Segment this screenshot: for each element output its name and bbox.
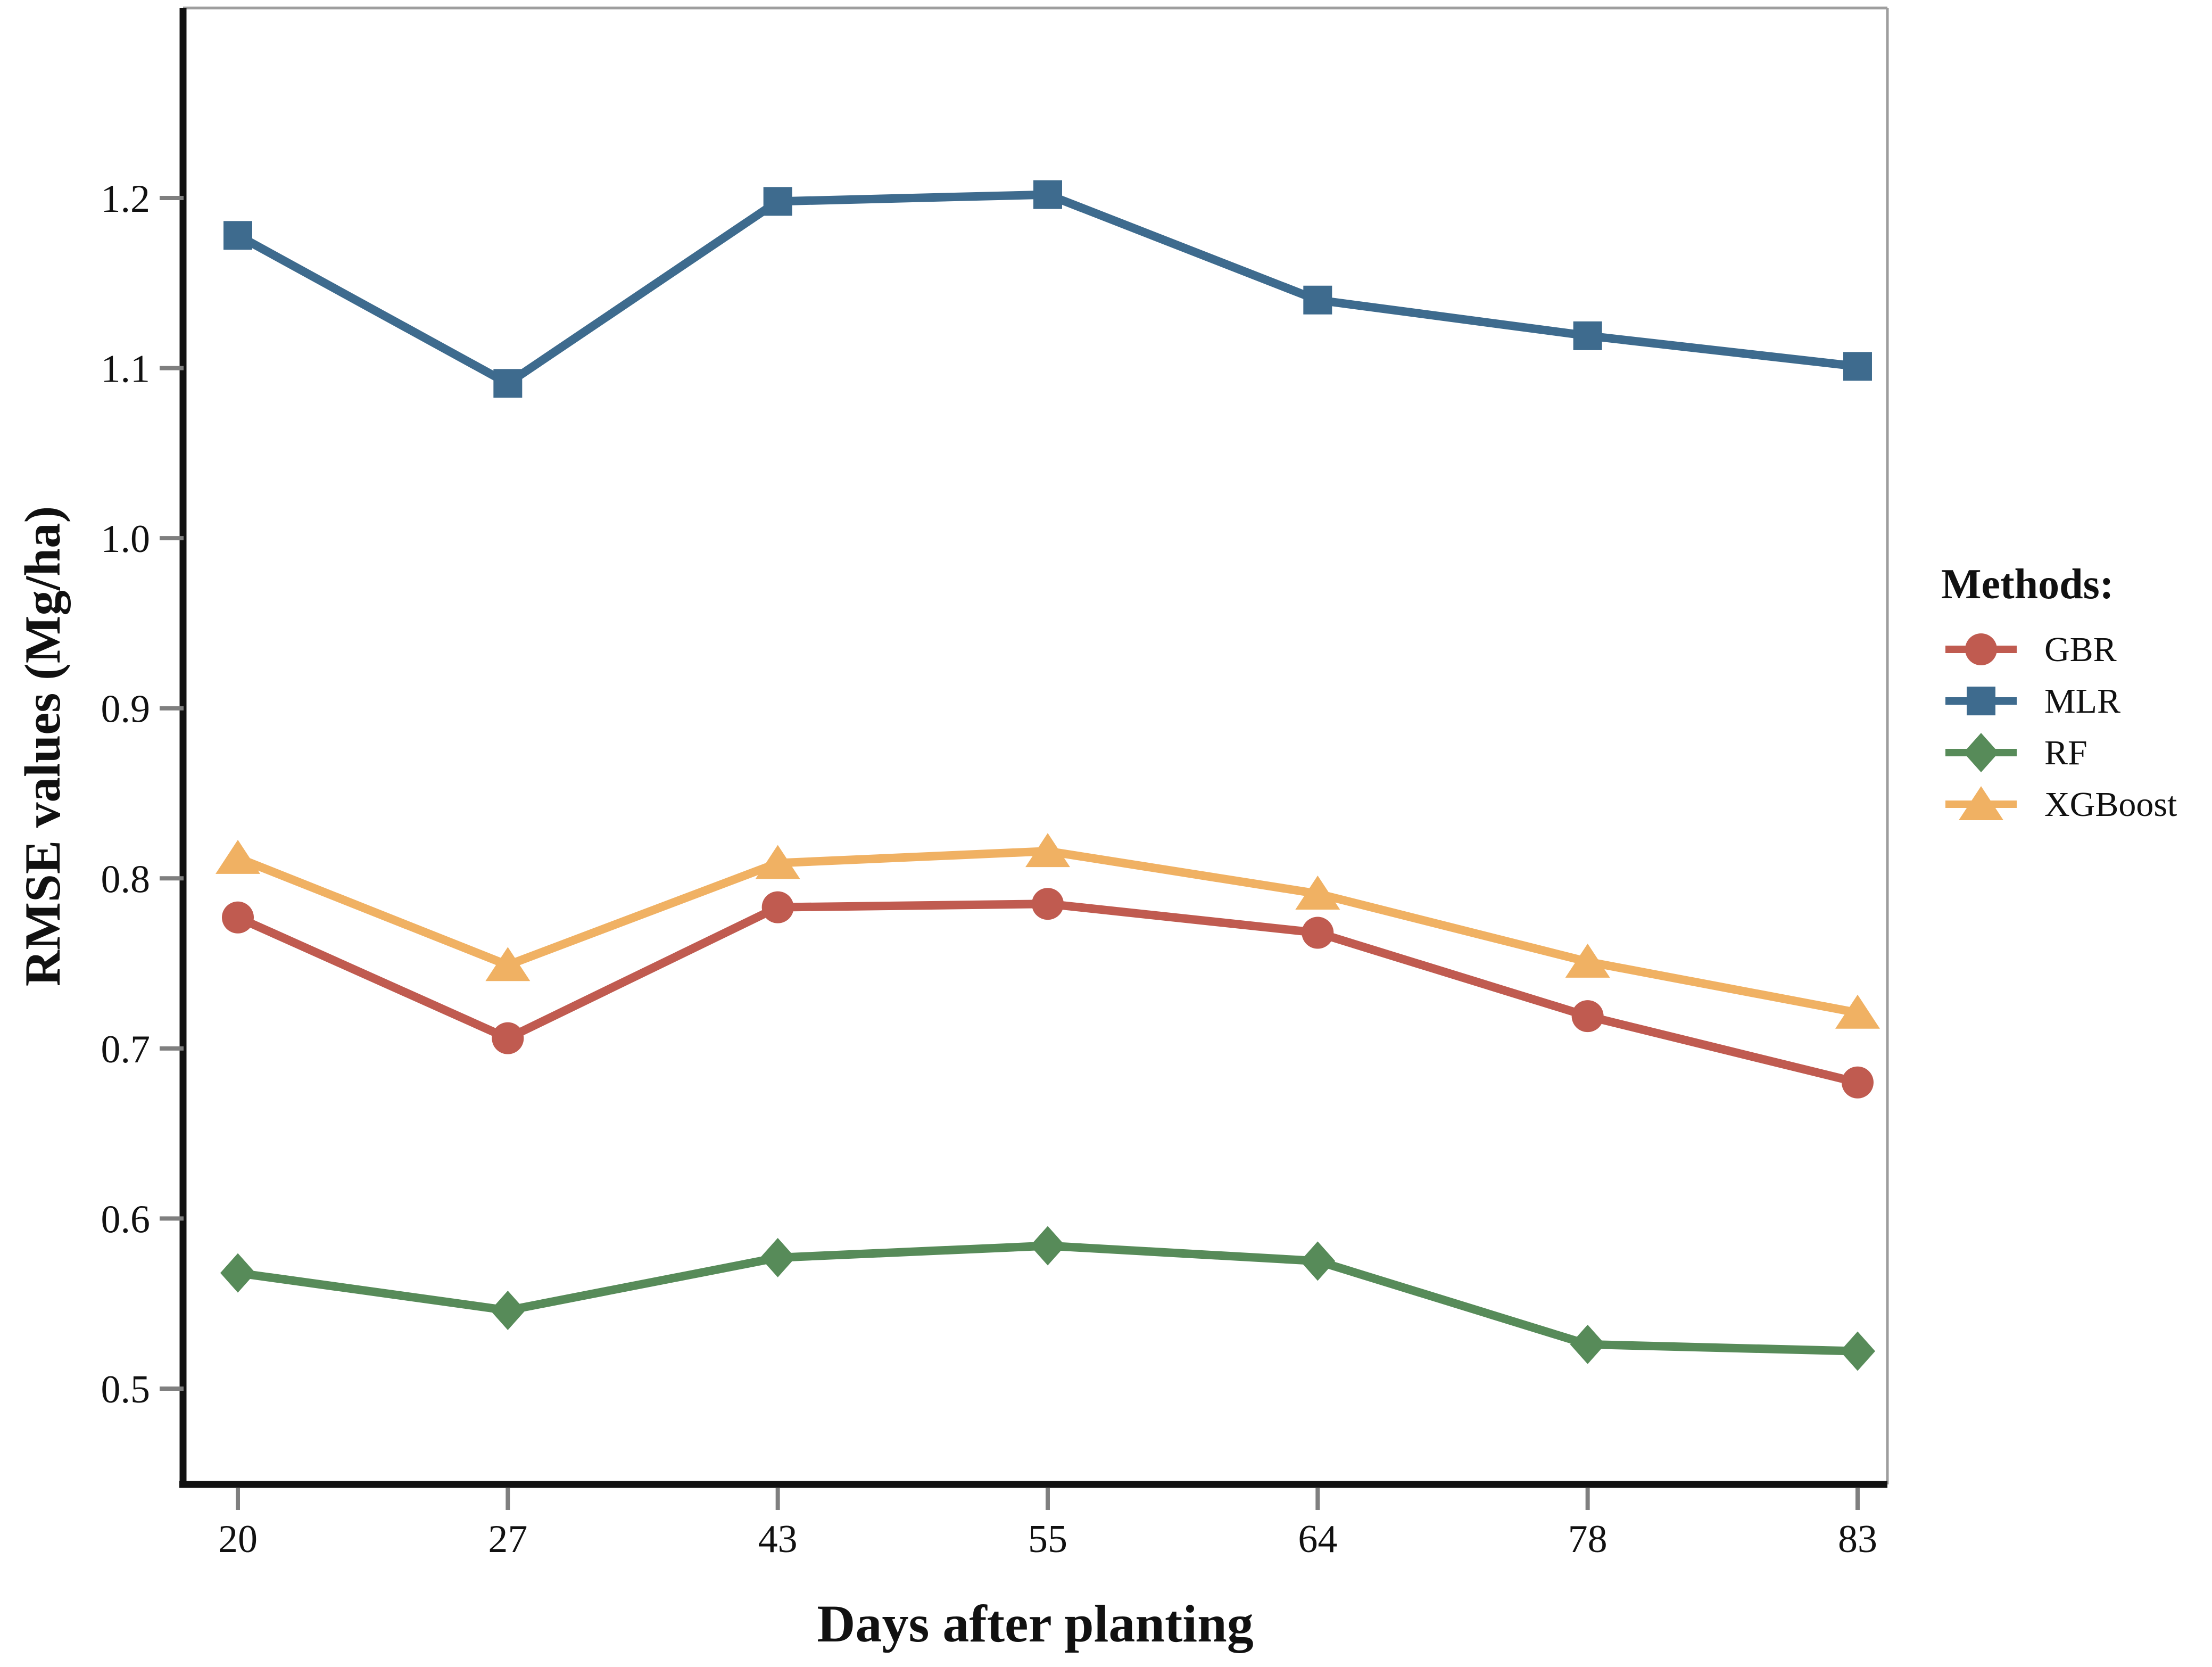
data-point-RF-55 (1030, 1226, 1065, 1266)
data-point-XGBoost-55 (1025, 833, 1070, 868)
data-point-GBR-64 (1302, 917, 1334, 949)
legend-marker-circle-icon (1945, 633, 2017, 665)
y-tick-label: 1.2 (101, 177, 151, 221)
y-tick-label: 0.7 (101, 1028, 151, 1071)
y-tick-label: 0.5 (101, 1368, 151, 1412)
legend-marker-square-icon (1945, 687, 2017, 715)
x-tick-label: 64 (1298, 1517, 1337, 1561)
data-point-GBR-27 (492, 1022, 524, 1054)
x-tick-label: 20 (218, 1517, 258, 1561)
legend-marker-shape (1967, 687, 1995, 715)
data-point-XGBoost-83 (1835, 994, 1880, 1029)
data-point-XGBoost-64 (1295, 876, 1340, 910)
data-point-XGBoost-43 (755, 845, 800, 879)
x-tick-label: 78 (1568, 1517, 1608, 1561)
x-tick-label: 43 (758, 1517, 798, 1561)
x-tick-label: 55 (1028, 1517, 1067, 1561)
legend-marker-diamond-icon (1945, 733, 2017, 772)
legend: Methods: GBR MLR RF XGBoost (1941, 560, 2207, 830)
series-line-XGBoost (236, 847, 1859, 1017)
legend-marker-triangle-icon (1945, 786, 2017, 820)
data-point-MLR-55 (1033, 180, 1062, 209)
data-point-MLR-78 (1573, 321, 1602, 350)
y-tick-label: 0.8 (101, 857, 151, 901)
y-axis-title: RMSE values (Mg/ha) (14, 506, 71, 987)
data-point-GBR-20 (222, 901, 254, 934)
data-point-RF-43 (760, 1237, 796, 1277)
data-point-RF-83 (1840, 1331, 1875, 1371)
legend-item-MLR: MLR (1941, 675, 2207, 727)
data-point-XGBoost-78 (1565, 943, 1610, 978)
data-point-RF-20 (220, 1253, 255, 1293)
data-point-GBR-43 (761, 891, 794, 923)
y-tick-label: 0.6 (101, 1198, 151, 1241)
series-line-GBR (236, 899, 1859, 1087)
legend-item-XGBoost: XGBoost (1941, 779, 2207, 830)
data-point-MLR-64 (1303, 285, 1332, 315)
legend-label: GBR (2044, 630, 2117, 669)
legend-marker-shape (1964, 733, 1999, 772)
y-tick-label: 1.1 (101, 348, 151, 391)
legend-label: RF (2044, 733, 2087, 772)
y-tick-label: 1.0 (101, 517, 151, 561)
data-point-XGBoost-20 (216, 839, 260, 874)
data-point-RF-64 (1300, 1241, 1336, 1281)
data-point-MLR-20 (223, 221, 252, 250)
x-axis-title: Days after planting (817, 1594, 1253, 1653)
series-line-MLR (236, 190, 1858, 389)
legend-item-GBR: GBR (1941, 624, 2207, 675)
data-point-MLR-83 (1843, 352, 1872, 381)
legend-item-RF: RF (1941, 727, 2207, 779)
data-point-RF-27 (490, 1290, 526, 1330)
legend-items: GBR MLR RF XGBoost (1941, 624, 2207, 830)
data-point-GBR-55 (1031, 888, 1064, 920)
data-point-XGBoost-27 (485, 947, 531, 981)
data-point-RF-78 (1570, 1324, 1605, 1364)
data-point-MLR-43 (763, 187, 792, 216)
y-tick-label: 0.9 (101, 688, 151, 731)
legend-label: MLR (2044, 681, 2121, 721)
legend-title: Methods: (1941, 561, 2114, 608)
data-point-GBR-83 (1841, 1066, 1874, 1099)
x-tick-label: 83 (1838, 1517, 1877, 1561)
legend-marker-shape (1965, 633, 1997, 665)
legend-marker-shape (1959, 786, 2003, 820)
x-tick-label: 27 (488, 1517, 527, 1561)
data-point-MLR-27 (493, 369, 523, 398)
legend-label: XGBoost (2044, 785, 2177, 824)
data-point-GBR-78 (1571, 1000, 1604, 1033)
